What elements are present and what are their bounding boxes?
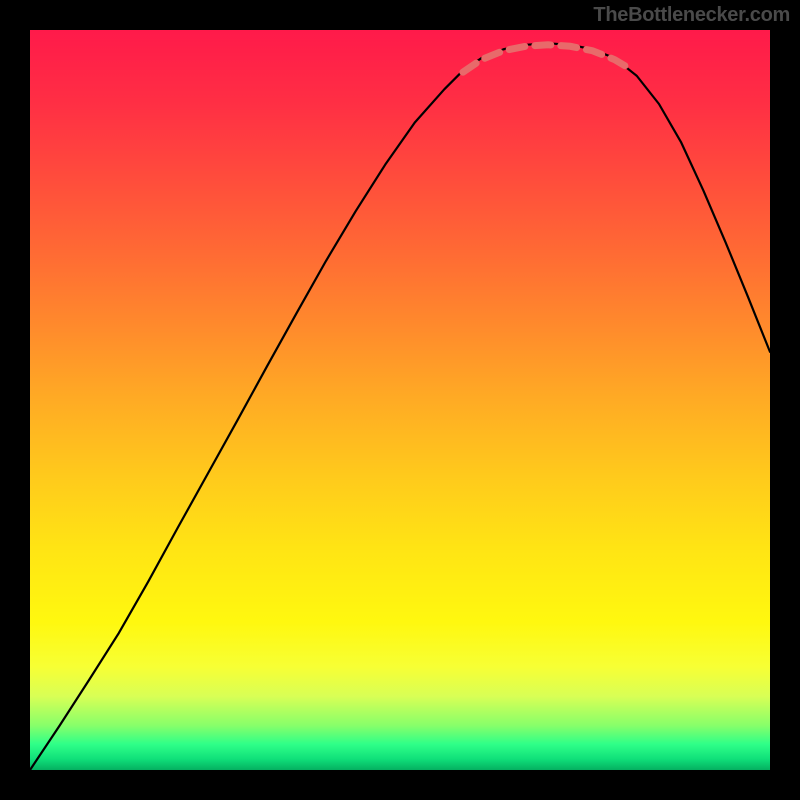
chart-container: TheBottlenecker.com xyxy=(0,0,800,800)
bottleneck-chart-svg xyxy=(30,30,770,770)
watermark-text: TheBottlenecker.com xyxy=(593,4,790,27)
plot-area xyxy=(30,30,770,770)
gradient-background xyxy=(30,30,770,770)
